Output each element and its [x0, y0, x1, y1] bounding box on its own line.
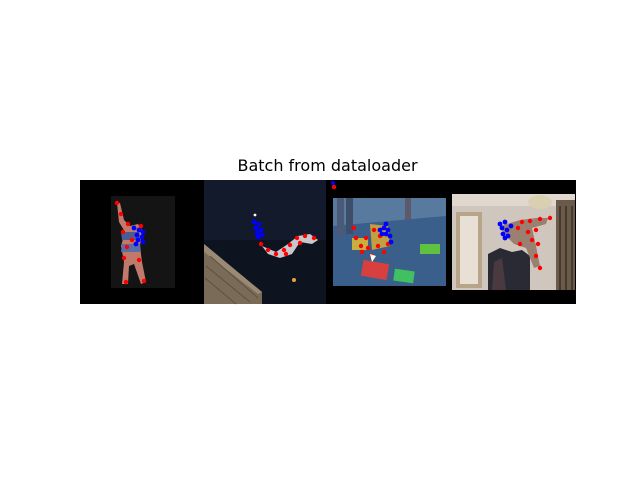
image-1-keypoints-red	[114, 200, 147, 285]
stray-keypoint-red	[331, 184, 337, 190]
image-2-keypoints-blue	[251, 219, 265, 240]
image-3-mat-red	[360, 259, 390, 281]
image-1-person	[117, 203, 146, 284]
image-3-person-left	[337, 198, 344, 236]
image-4-lamp	[528, 195, 552, 209]
image-3-keypoints-red	[351, 225, 391, 259]
image-1-keypoints-blue	[131, 225, 146, 247]
batch-image-4	[452, 194, 575, 290]
batch-image-3	[333, 198, 446, 286]
image-4-keypoints-blue	[497, 219, 514, 241]
image-3-keypoints-blue	[377, 221, 394, 245]
figure-title: Batch from dataloader	[237, 156, 418, 175]
stray-keypoint-blue	[331, 181, 335, 185]
image-2-keypoints-red	[258, 233, 317, 257]
batch-image-2	[204, 180, 326, 305]
image-4-keypoints-red	[515, 215, 553, 271]
batch-image-1	[111, 196, 175, 288]
